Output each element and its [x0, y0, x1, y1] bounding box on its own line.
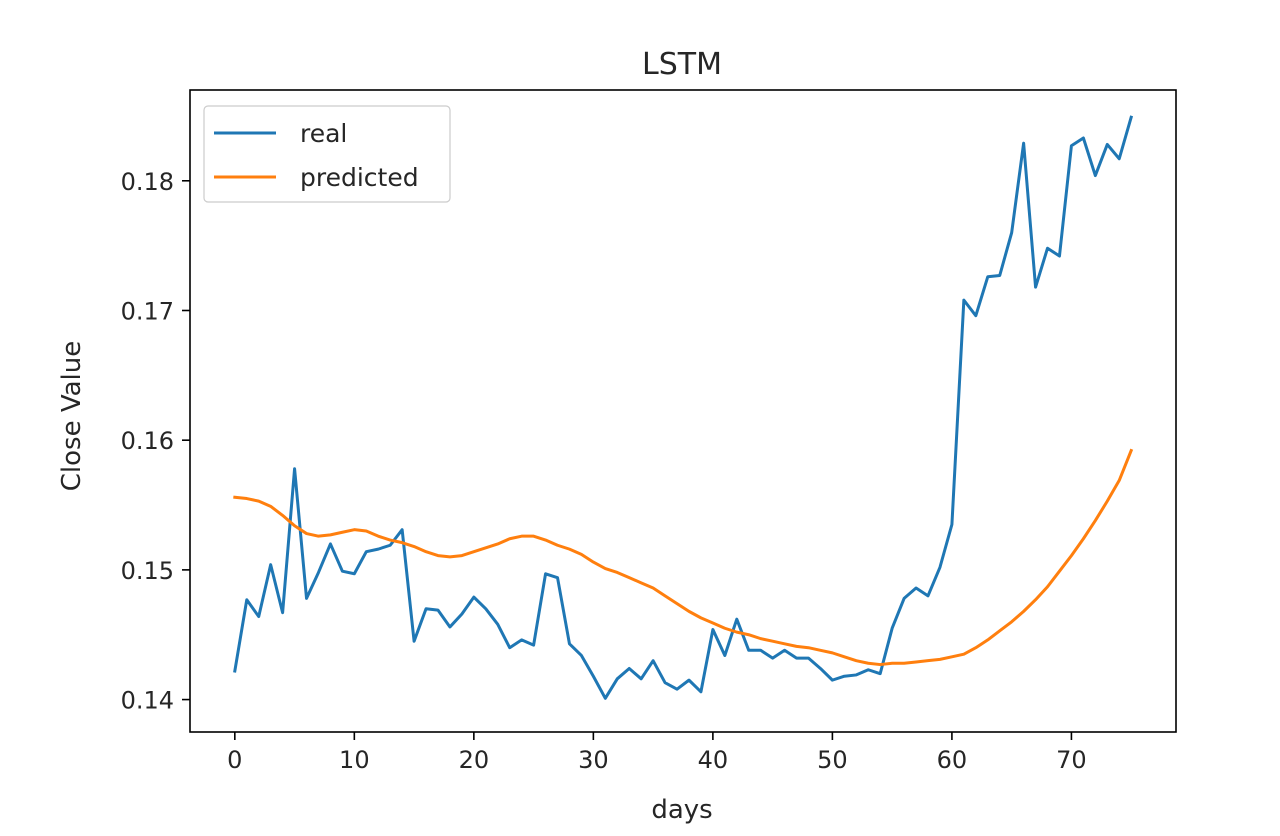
x-tick-label: 20 — [459, 746, 490, 774]
y-tick-label: 0.14 — [121, 687, 174, 715]
chart-title: LSTM — [642, 47, 722, 82]
legend-label-real: real — [300, 119, 347, 148]
x-tick-label: 0 — [227, 746, 242, 774]
x-tick-label: 60 — [937, 746, 968, 774]
x-axis-label: days — [651, 795, 712, 825]
y-tick-label: 0.17 — [121, 297, 174, 325]
x-tick-label: 10 — [339, 746, 370, 774]
plot-area: 0 10 20 30 40 50 60 70 0.14 0.15 0.16 0.17 0.18 — [121, 89, 1177, 774]
legend: real predicted — [203, 105, 451, 203]
series-line-real — [233, 115, 1134, 700]
y-tick-label: 0.15 — [121, 557, 174, 585]
y-tick-label: 0.16 — [121, 427, 174, 455]
series-line-predicted — [233, 448, 1134, 667]
x-tick-label: 50 — [817, 746, 848, 774]
x-tick-label: 70 — [1056, 746, 1087, 774]
x-tick-label: 40 — [698, 746, 729, 774]
y-tick-label: 0.18 — [121, 168, 174, 196]
x-tick-label: 30 — [578, 746, 609, 774]
axes-frame — [189, 89, 1177, 733]
legend-label-predicted: predicted — [300, 163, 419, 192]
y-axis-label: Close Value — [57, 341, 87, 492]
